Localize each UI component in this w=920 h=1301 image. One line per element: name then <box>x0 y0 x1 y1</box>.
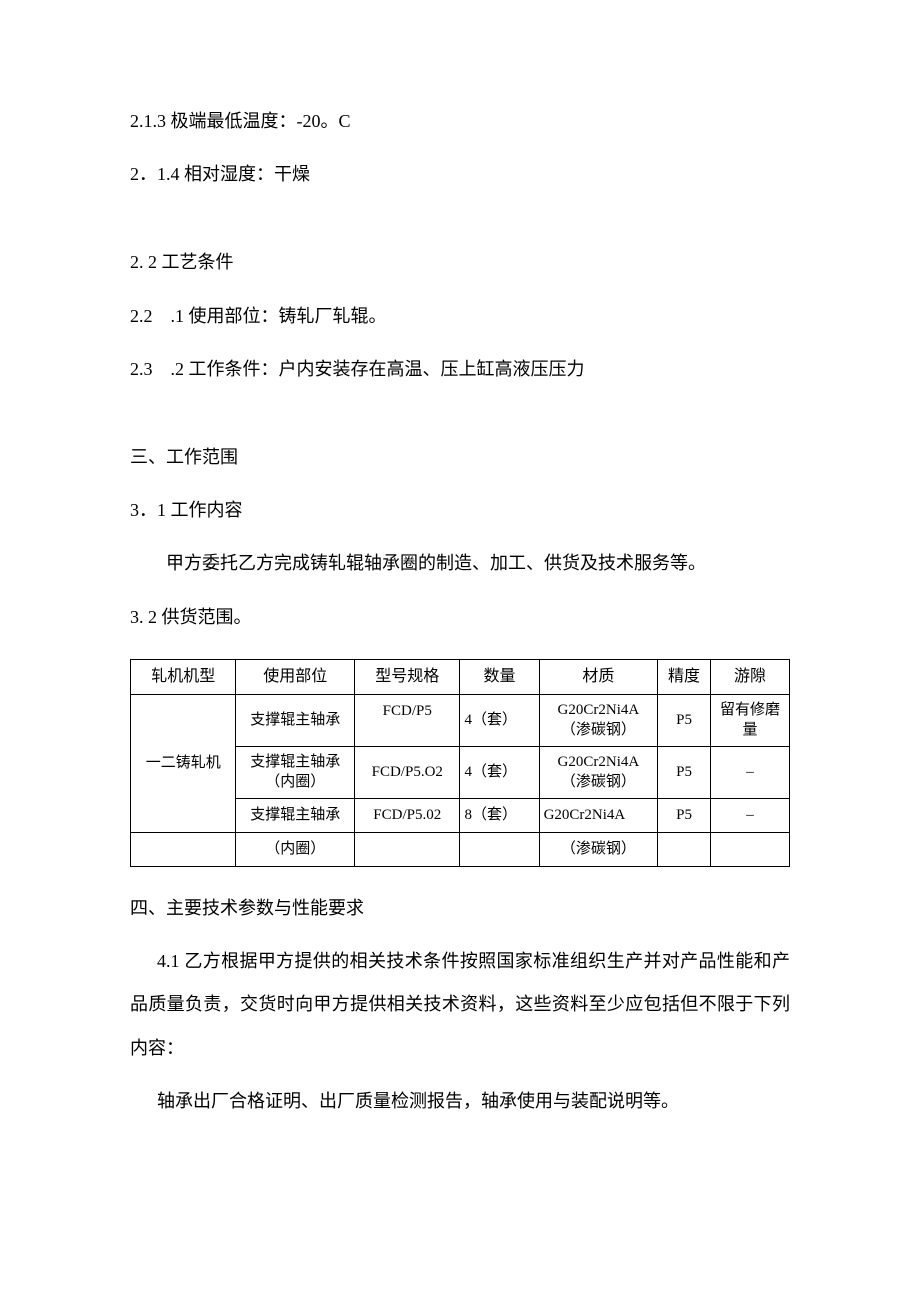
header-clearance: 游隙 <box>710 659 789 694</box>
cell-position: 支撑辊主轴承 <box>236 799 355 833</box>
header-material: 材质 <box>539 659 658 694</box>
clearance-line2: 量 <box>742 722 757 738</box>
table-row: （内圈） （渗碳钢） <box>131 833 790 867</box>
cell-material: G20Cr2Ni4A （渗碳钢） <box>539 695 658 747</box>
supply-scope-table: 轧机机型 使用部位 型号规格 数量 材质 精度 游隙 一二铸轧机 支撑辊主轴承 … <box>130 659 790 867</box>
para-2-1-4: 2．1.4 相对湿度：干燥 <box>130 153 790 196</box>
para-2-1-3: 2.1.3 极端最低温度：-20。C <box>130 100 790 143</box>
clearance-line1: 留有修磨 <box>720 702 780 718</box>
para-2-3-2: 2.3 .2 工作条件：户内安装存在高温、压上缸高液压压力 <box>130 348 790 391</box>
cell-model: FCD/P5 <box>355 695 460 747</box>
cell-clearance: 留有修磨 量 <box>710 695 789 747</box>
material-line2: （渗碳钢） <box>561 774 636 790</box>
cell-precision: P5 <box>658 799 711 833</box>
cell-position: 支撑辊主轴承 <box>236 695 355 747</box>
para-3-2: 3. 2 供货范围。 <box>130 596 790 639</box>
section-3-heading: 三、工作范围 <box>130 436 790 479</box>
header-model: 型号规格 <box>355 659 460 694</box>
material-line2: （渗碳钢） <box>561 722 636 738</box>
header-position: 使用部位 <box>236 659 355 694</box>
cell-machine: 一二铸轧机 <box>131 695 236 833</box>
cell-material: （渗碳钢） <box>539 833 658 867</box>
cell-clearance: – <box>710 799 789 833</box>
cell-position: 支撑辊主轴承 （内圈） <box>236 747 355 799</box>
cell-model: FCD/P5.O2 <box>355 747 460 799</box>
cell-clearance: – <box>710 747 789 799</box>
header-quantity: 数量 <box>460 659 539 694</box>
cell-precision: P5 <box>658 695 711 747</box>
section-4-heading: 四、主要技术参数与性能要求 <box>130 887 790 930</box>
cell-qty: 4（套） <box>460 747 539 799</box>
para-4-1: 4.1 乙方根据甲方提供的相关技术条件按照国家标准组织生产并对产品性能和产品质量… <box>130 940 790 1070</box>
cell-machine-empty <box>131 833 236 867</box>
table-header-row: 轧机机型 使用部位 型号规格 数量 材质 精度 游隙 <box>131 659 790 694</box>
material-line1: G20Cr2Ni4A <box>558 754 640 770</box>
cell-model-empty <box>355 833 460 867</box>
cell-precision: P5 <box>658 747 711 799</box>
cell-qty-empty <box>460 833 539 867</box>
position-line2: （内圈） <box>265 774 325 790</box>
para-4-1-list: 轴承出厂合格证明、出厂质量检测报告，轴承使用与装配说明等。 <box>130 1080 790 1123</box>
material-line1: G20Cr2Ni4A <box>558 702 640 718</box>
cell-precision-empty <box>658 833 711 867</box>
header-machine-type: 轧机机型 <box>131 659 236 694</box>
cell-material: G20Cr2Ni4A <box>539 799 658 833</box>
cell-qty: 8（套） <box>460 799 539 833</box>
cell-clearance-empty <box>710 833 789 867</box>
para-2-2: 2. 2 工艺条件 <box>130 241 790 284</box>
cell-material: G20Cr2Ni4A （渗碳钢） <box>539 747 658 799</box>
para-3-1-content: 甲方委托乙方完成铸轧辊轴承圈的制造、加工、供货及技术服务等。 <box>130 542 790 585</box>
para-2-2-1: 2.2 .1 使用部位：铸轧厂轧辊。 <box>130 295 790 338</box>
position-line1: 支撑辊主轴承 <box>250 754 340 770</box>
table-row: 一二铸轧机 支撑辊主轴承 FCD/P5 4（套） G20Cr2Ni4A （渗碳钢… <box>131 695 790 747</box>
para-3-1: 3．1 工作内容 <box>130 489 790 532</box>
header-precision: 精度 <box>658 659 711 694</box>
cell-model: FCD/P5.02 <box>355 799 460 833</box>
cell-qty: 4（套） <box>460 695 539 747</box>
cell-position: （内圈） <box>236 833 355 867</box>
